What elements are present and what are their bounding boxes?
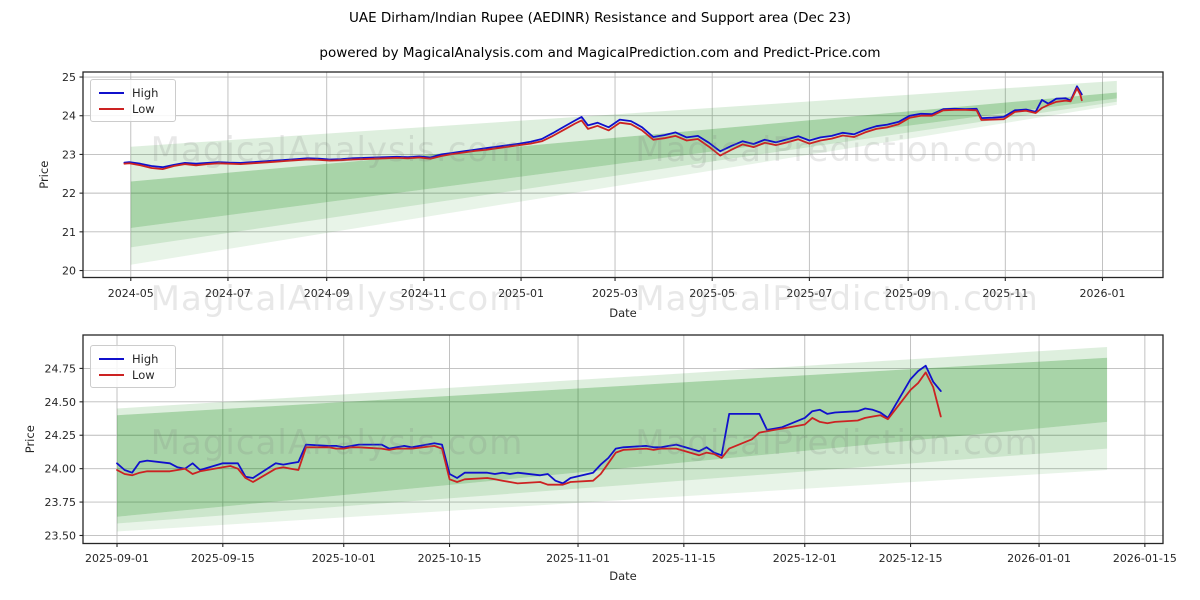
x-tick-label: 2025-01	[498, 287, 544, 300]
x-tick-label: 2026-01-01	[1007, 552, 1071, 565]
x-tick-label: 2025-12-01	[773, 552, 837, 565]
x-tick-label: 2025-03	[592, 287, 638, 300]
y-tick-label: 25	[62, 71, 76, 84]
support-resistance-band	[117, 448, 1108, 532]
support-resistance-band	[117, 421, 1108, 524]
axes-frame	[82, 71, 1164, 279]
y-tick-label: 24.25	[45, 429, 77, 442]
y-tick-label: 20	[62, 265, 76, 278]
support-resistance-band	[130, 92, 1117, 228]
high-line-swatch	[99, 92, 124, 94]
x-tick-label: 2025-11-01	[546, 552, 610, 565]
legend-label-low: Low	[132, 101, 155, 116]
x-tick-label: 2025-07	[786, 287, 832, 300]
legend-item-low: Low	[99, 367, 167, 383]
legend-bottom-chart: High Low	[90, 345, 176, 388]
x-tick-label: 2025-11-15	[652, 552, 716, 565]
y-tick-label: 21	[62, 226, 76, 239]
low-line	[123, 87, 1083, 171]
x-axis-label: Date	[609, 306, 637, 320]
y-tick-label: 24	[62, 110, 76, 123]
support-resistance-band	[130, 98, 1117, 248]
x-tick-label: 2025-09-01	[85, 552, 149, 565]
high-line-swatch	[99, 358, 124, 360]
chart-title: UAE Dirham/Indian Rupee (AEDINR) Resista…	[348, 10, 852, 26]
legend-label-high: High	[132, 351, 159, 366]
high-line	[116, 364, 942, 485]
y-tick-label: 23.75	[45, 496, 77, 509]
x-tick-label: 2024-11	[401, 287, 447, 300]
x-tick-label: 2024-09	[304, 287, 350, 300]
y-axis-label: Price	[23, 425, 37, 453]
x-tick-label: 2025-11	[982, 287, 1028, 300]
x-tick-label: 2024-05	[108, 287, 154, 300]
y-tick-label: 23.50	[45, 529, 77, 542]
x-tick-label: 2025-05	[689, 287, 735, 300]
legend-item-high: High	[99, 351, 167, 367]
legend-label-high: High	[132, 85, 159, 100]
y-tick-label: 22	[62, 187, 76, 200]
chart-subtitle: powered by MagicalAnalysis.com and Magic…	[319, 45, 881, 61]
axes-frame	[82, 334, 1164, 545]
x-tick-label: 2026-01	[1079, 287, 1125, 300]
low-line	[116, 371, 942, 486]
legend-label-low: Low	[132, 367, 155, 382]
legend-item-high: High	[99, 85, 167, 101]
legend-item-low: Low	[99, 101, 167, 117]
y-axis-label: Price	[37, 161, 51, 189]
x-tick-label: 2025-09-15	[191, 552, 255, 565]
support-resistance-band	[130, 101, 1117, 265]
support-resistance-band	[130, 80, 1117, 182]
x-tick-label: 2025-10-01	[312, 552, 376, 565]
y-tick-label: 24.50	[45, 396, 77, 409]
x-tick-label: 2024-07	[205, 287, 251, 300]
low-line-swatch	[99, 374, 124, 376]
x-axis-label: Date	[609, 569, 637, 583]
support-resistance-band	[117, 347, 1108, 416]
x-tick-label: 2025-12-15	[879, 552, 943, 565]
low-line-swatch	[99, 108, 124, 110]
support-resistance-band	[117, 357, 1108, 517]
y-tick-label: 23	[62, 148, 76, 161]
x-tick-label: 2025-09	[885, 287, 931, 300]
x-tick-label: 2025-10-15	[418, 552, 482, 565]
y-tick-label: 24.00	[45, 463, 77, 476]
x-tick-label: 2026-01-15	[1113, 552, 1177, 565]
y-tick-label: 24.75	[45, 362, 77, 375]
legend-top-chart: High Low	[90, 79, 176, 122]
